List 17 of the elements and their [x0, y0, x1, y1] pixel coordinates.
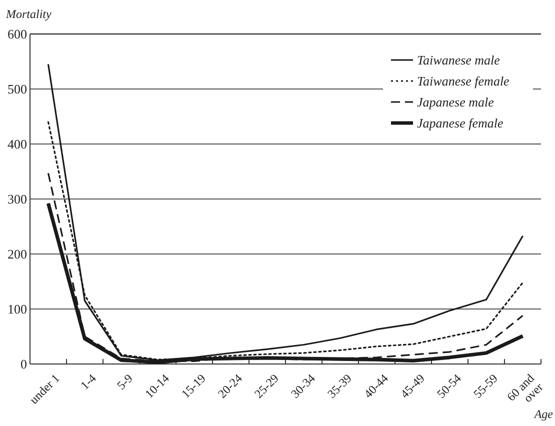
y-axis-title: Mortality [5, 7, 52, 21]
y-tick-label: 600 [8, 26, 27, 42]
y-tick-label: 200 [8, 246, 27, 262]
x-axis-title: Age [533, 407, 554, 421]
y-tick-label: 400 [8, 136, 27, 152]
legend-label: Taiwanese female [417, 74, 510, 89]
x-tick-label: 60 and over [504, 371, 546, 406]
y-tick-label: 500 [8, 82, 27, 97]
y-tick-label: 300 [8, 192, 27, 207]
legend-label: Japanese male [417, 94, 494, 110]
y-tick-label: 0 [20, 356, 27, 372]
y-tick-label: 100 [8, 302, 27, 317]
legend-label: Taiwanese male [417, 52, 500, 68]
x-tick-label: 5-9 [114, 371, 136, 392]
legend-label: Japanese female [417, 116, 504, 131]
x-tick-label: 1-4 [78, 371, 99, 392]
line-series [47, 63, 524, 361]
